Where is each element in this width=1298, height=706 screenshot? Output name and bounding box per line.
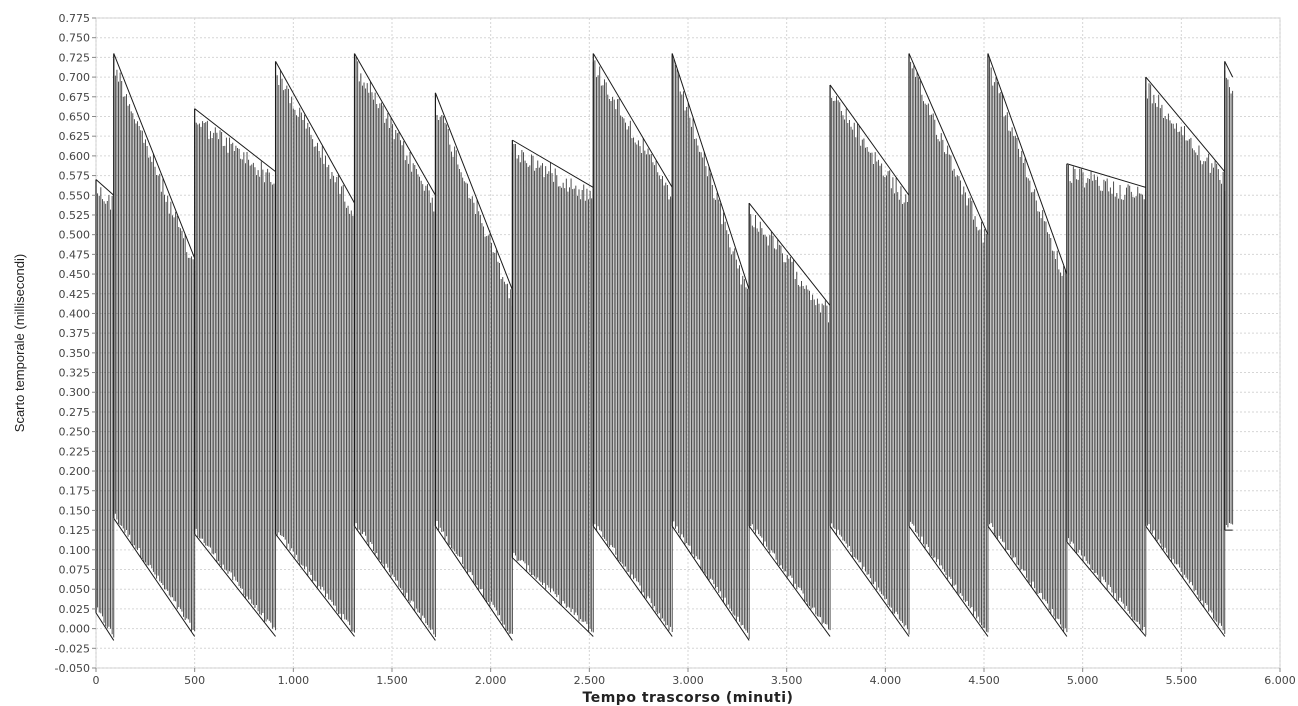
series-lower-envelope [592,525,673,637]
y-tick-label: 0.000 [59,623,91,636]
y-tick-label: 0.250 [59,426,91,439]
x-axis-label: Tempo trascorso (minuti) [583,690,794,706]
series-upper-envelope [592,53,673,188]
y-tick-label: 0.725 [59,51,91,64]
y-tick-label: 0.175 [59,485,91,498]
series-upper-envelope [987,53,1068,275]
series-segment [748,202,831,637]
series-upper-envelope [113,53,196,259]
y-axis-label: Scarto temporale (millisecondi) [12,254,27,432]
series-lower-envelope [908,525,989,637]
series-upper-envelope [748,202,831,306]
series-segment [511,139,594,637]
x-tick-label: 6.000 [1264,674,1296,687]
x-tick-label: 5.500 [1166,674,1198,687]
series-upper-envelope [671,53,750,290]
series-upper-envelope [194,108,276,173]
y-tick-label: 0.150 [59,504,91,517]
x-tick-label: 1.500 [376,674,408,687]
y-tick-label: 0.550 [59,189,91,202]
series-lower-envelope [194,533,276,637]
series-upper-envelope [908,53,989,235]
series-lower-envelope [354,525,436,641]
axes: -0.050 -0.025 0.000 0.025 0.050 0.075 0.100 0.1… [55,12,1296,687]
x-tick-label: 4.500 [968,674,1000,687]
y-tick-label: 0.575 [59,170,91,183]
y-tick-label: 0.675 [59,91,91,104]
series-upper-envelope [1224,61,1234,78]
y-tick-label: 0.400 [59,307,91,320]
y-tick-label: 0.300 [59,386,91,399]
x-tick-label: 1.000 [278,674,310,687]
series-segment [1066,163,1147,637]
y-tick-label: 0.775 [59,12,91,25]
y-tick-label: 0.375 [59,327,91,340]
series-upper-envelope [1066,163,1146,188]
series-segment [908,53,989,637]
y-tick-label: 0.350 [59,347,91,360]
y-tick-label: 0.050 [59,583,91,596]
y-tick-label: 0.075 [59,564,91,577]
y-tick-label: 0.200 [59,465,91,478]
x-tick-label: 2.500 [574,674,606,687]
y-tick-label: 0.225 [59,445,91,458]
y-tick-label: 0.425 [59,288,91,301]
y-tick-label: 0.600 [59,150,91,163]
y-tick-label: 0.750 [59,32,91,45]
y-tick-label: 0.025 [59,603,91,616]
series-segment [194,108,277,637]
series-upper-envelope [95,179,115,196]
series-segment [829,84,910,637]
x-tick-label: 5.000 [1067,674,1099,687]
series-segment [113,53,196,637]
series-lower-envelope [434,525,513,641]
series-upper-envelope [434,92,513,290]
y-tick-label: 0.325 [59,367,91,380]
series-upper-envelope [512,139,594,188]
data-series [95,53,1234,641]
series-segment [987,53,1068,637]
series-lower-envelope [275,533,355,637]
series-segment [1224,61,1234,531]
y-tick-label: 0.650 [59,110,91,123]
y-tick-label: 0.450 [59,268,91,281]
series-upper-envelope [1145,76,1226,172]
series-segment [592,53,673,637]
y-tick-label: -0.025 [55,642,90,655]
series-upper-envelope [829,84,910,196]
series-lower-envelope [95,612,115,641]
y-tick-label: 0.125 [59,524,91,537]
series-lower-envelope [829,525,910,637]
series-segment [434,92,513,641]
series-upper-envelope [354,53,436,196]
y-tick-label: 0.700 [59,71,91,84]
series-segment [95,179,115,641]
series-segment [353,53,436,641]
x-tick-label: 3.000 [672,674,704,687]
series-lower-envelope [1145,525,1226,637]
series-lower-envelope [748,525,831,637]
y-tick-label: -0.050 [55,662,90,675]
series-segment [1145,76,1226,637]
x-tick-label: 500 [184,674,205,687]
y-tick-label: 0.500 [59,229,91,242]
series-segment [671,53,750,641]
x-tick-label: 2.000 [475,674,507,687]
x-tick-label: 4.000 [870,674,902,687]
series-lower-envelope [512,557,594,637]
x-tick-label: 3.500 [771,674,803,687]
series-lower-envelope [1066,541,1147,637]
y-tick-label: 0.100 [59,544,91,557]
y-tick-label: 0.625 [59,130,91,143]
series-segment [274,61,355,637]
y-tick-label: 0.525 [59,209,91,222]
y-tick-label: 0.475 [59,248,91,261]
series-lower-envelope [987,525,1068,637]
x-tick-label: 0 [93,674,100,687]
series-lower-envelope [671,525,750,641]
series-upper-envelope [275,61,355,204]
series-lower-envelope [113,518,196,637]
y-tick-label: 0.275 [59,406,91,419]
